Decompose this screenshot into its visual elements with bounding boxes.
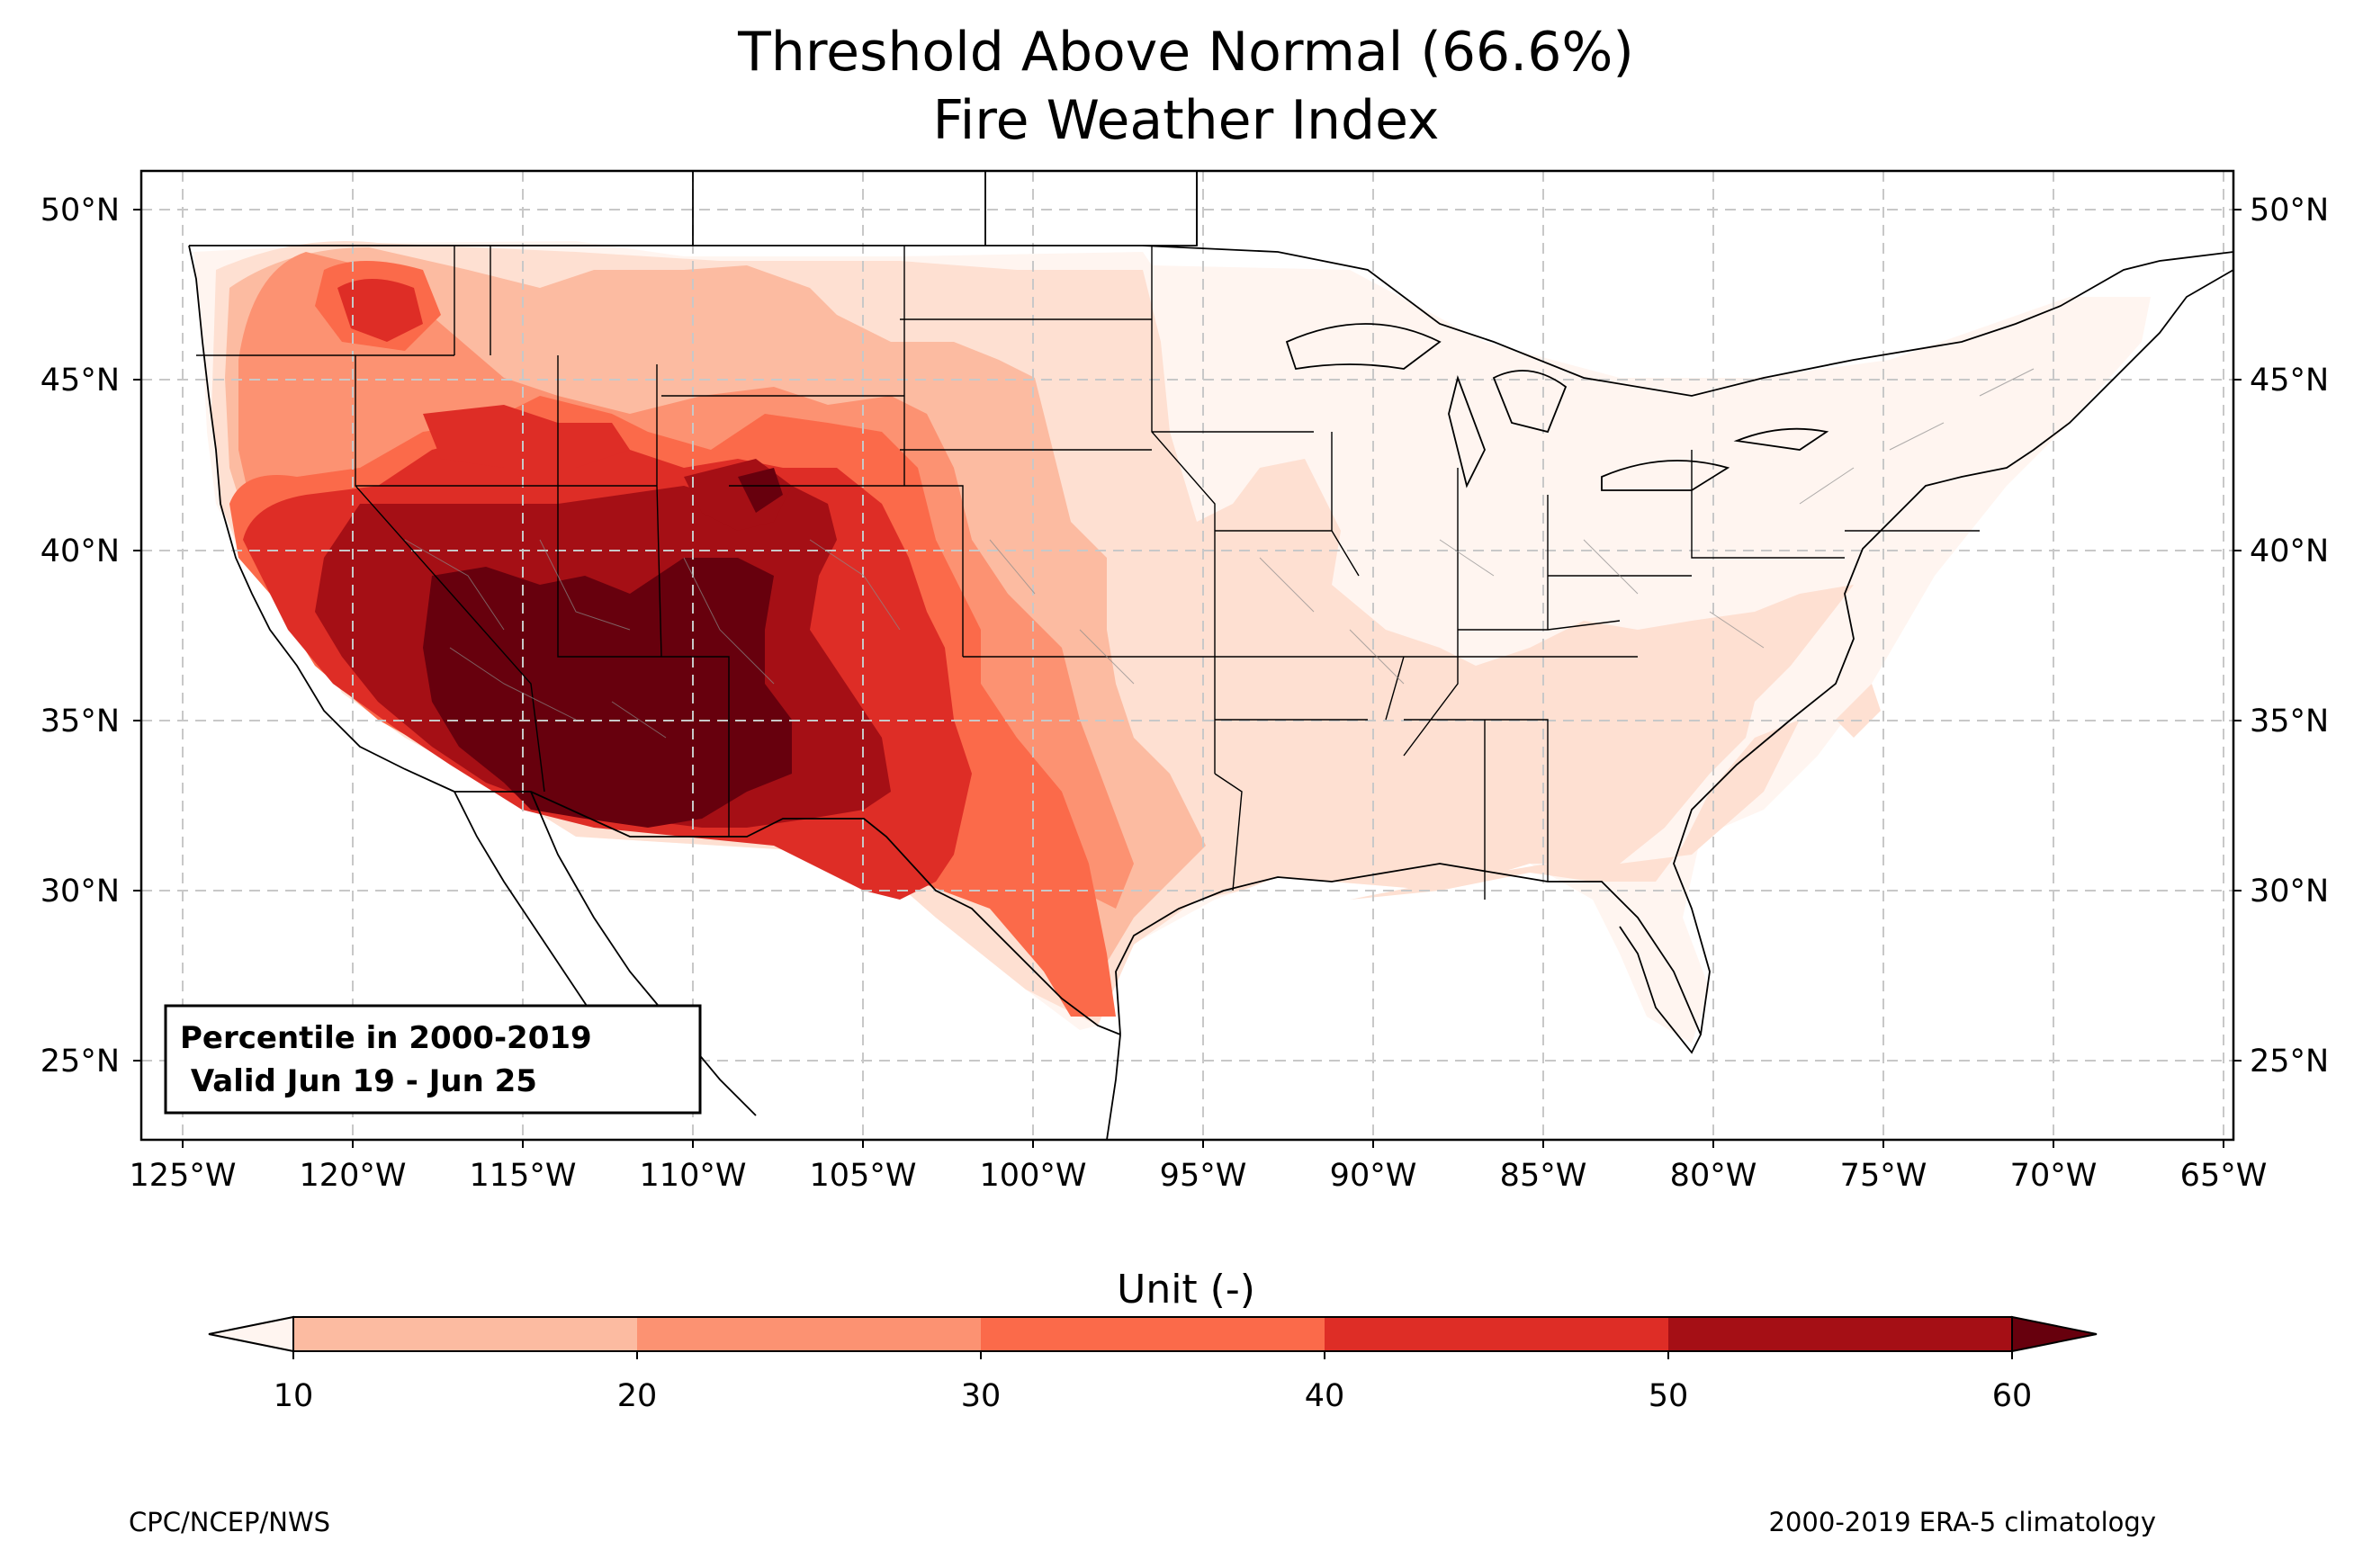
colorbar-swatch xyxy=(1668,1317,2012,1351)
great-lakes xyxy=(1285,323,1829,491)
lat-label: 30°N xyxy=(2250,874,2329,909)
fwi-shading xyxy=(193,241,2151,1044)
pacific-coast xyxy=(188,245,455,793)
footer-climatology: 2000-2019 ERA-5 climatology xyxy=(1768,1507,2156,1537)
colorbar-tick: 60 xyxy=(1992,1378,2033,1414)
map-frame xyxy=(139,169,2235,1142)
lat-label: 35°N xyxy=(40,703,120,739)
lon-label: 95°W xyxy=(1160,1158,1247,1194)
lon-label: 110°W xyxy=(640,1158,747,1194)
boundaries xyxy=(188,171,2233,1140)
state-borders xyxy=(196,246,1980,900)
validity-line2: Valid Jun 19 - Jun 25 xyxy=(180,1063,537,1099)
colorbar-low-extend xyxy=(208,1315,294,1353)
colorbar-tick: 30 xyxy=(961,1378,1002,1414)
colorbar-swatch xyxy=(1325,1317,1668,1351)
lon-label: 70°W xyxy=(2010,1158,2098,1194)
lat-label: 45°N xyxy=(2250,363,2329,399)
colorbar-tick: 50 xyxy=(1649,1378,1689,1414)
lon-label: 120°W xyxy=(300,1158,407,1194)
colorbar-title: Unit (-) xyxy=(1117,1267,1255,1313)
colorbar-swatch xyxy=(637,1317,981,1351)
lon-label: 125°W xyxy=(130,1158,237,1194)
lat-label: 40°N xyxy=(2250,533,2329,569)
gulf-coast xyxy=(1115,863,1702,1054)
map-area xyxy=(141,171,2233,1140)
county-lines xyxy=(404,368,2035,739)
lat-label: 35°N xyxy=(2250,703,2329,739)
us-mexico-border xyxy=(454,791,1121,1035)
lon-label: 85°W xyxy=(1500,1158,1587,1194)
lon-label: 90°W xyxy=(1330,1158,1417,1194)
lon-label: 105°W xyxy=(810,1158,917,1194)
lon-label: 80°W xyxy=(1670,1158,1757,1194)
axis-ticks xyxy=(133,209,2242,1148)
colorbar-tick: 20 xyxy=(617,1378,658,1414)
lat-labels-left: 50°N 45°N 40°N 35°N 30°N 25°N xyxy=(40,193,120,1080)
lat-label: 25°N xyxy=(40,1044,120,1080)
validity-box: Percentile in 2000-2019 Valid Jun 19 - J… xyxy=(164,1004,702,1115)
colorbar-tick: 40 xyxy=(1305,1378,1345,1414)
lon-labels: 125°W 120°W 115°W 110°W 105°W 100°W 95°W… xyxy=(130,1158,2268,1194)
lat-label: 45°N xyxy=(40,363,120,399)
colorbar-high-extend xyxy=(2011,1315,2098,1353)
footer-source: CPC/NCEP/NWS xyxy=(129,1507,331,1537)
validity-line1: Percentile in 2000-2019 xyxy=(180,1020,592,1056)
lon-label: 100°W xyxy=(980,1158,1087,1194)
lat-label: 50°N xyxy=(2250,193,2329,228)
lat-label: 30°N xyxy=(40,874,120,909)
lat-labels-right: 50°N 45°N 40°N 35°N 30°N 25°N xyxy=(2250,193,2329,1080)
atlantic-coast xyxy=(1673,269,2233,1035)
colorbar: 10 20 30 40 50 60 xyxy=(208,1315,2098,1414)
lat-label: 50°N xyxy=(40,193,120,228)
lat-label: 25°N xyxy=(2250,1044,2329,1080)
chart-title-line1: Threshold Above Normal (66.6%) xyxy=(738,21,1634,84)
lon-label: 115°W xyxy=(470,1158,577,1194)
colorbar-swatch xyxy=(981,1317,1325,1351)
lon-label: 65°W xyxy=(2180,1158,2268,1194)
lat-label: 40°N xyxy=(40,533,120,569)
chart-title-line2: Fire Weather Index xyxy=(932,89,1440,152)
colorbar-swatch xyxy=(293,1317,637,1351)
colorbar-tick: 10 xyxy=(274,1378,314,1414)
lon-label: 75°W xyxy=(1840,1158,1927,1194)
